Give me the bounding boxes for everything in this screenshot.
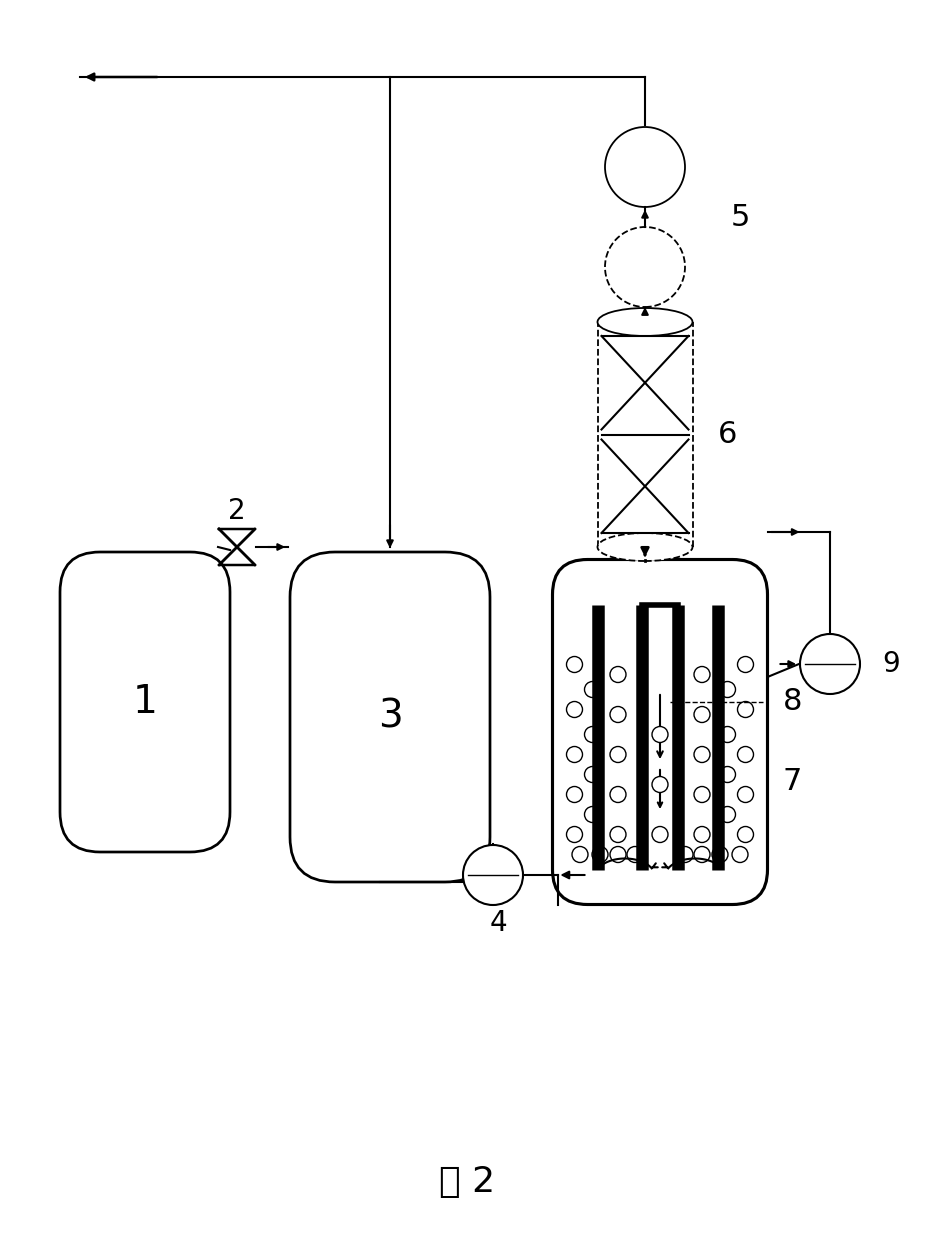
Circle shape <box>694 847 710 862</box>
Circle shape <box>800 633 860 694</box>
Text: 5: 5 <box>730 202 750 231</box>
Circle shape <box>572 847 588 862</box>
Circle shape <box>720 682 736 698</box>
FancyBboxPatch shape <box>290 551 490 882</box>
Circle shape <box>567 702 583 718</box>
Circle shape <box>605 127 685 207</box>
Text: 7: 7 <box>783 768 802 796</box>
Ellipse shape <box>597 308 693 337</box>
Circle shape <box>712 847 728 862</box>
Text: 3: 3 <box>378 698 402 737</box>
Circle shape <box>694 746 710 763</box>
Circle shape <box>652 826 668 842</box>
Text: 9: 9 <box>882 650 899 678</box>
Circle shape <box>694 826 710 842</box>
Circle shape <box>652 727 668 743</box>
FancyBboxPatch shape <box>553 559 768 904</box>
Circle shape <box>720 766 736 782</box>
Circle shape <box>738 746 754 763</box>
Circle shape <box>694 786 710 802</box>
Circle shape <box>610 826 626 842</box>
Circle shape <box>738 657 754 672</box>
Circle shape <box>677 847 693 862</box>
Circle shape <box>610 847 626 862</box>
Circle shape <box>584 806 600 822</box>
Text: 1: 1 <box>133 683 157 722</box>
Circle shape <box>584 682 600 698</box>
FancyBboxPatch shape <box>60 551 230 852</box>
Circle shape <box>610 746 626 763</box>
Circle shape <box>567 786 583 802</box>
Text: 2: 2 <box>228 497 246 525</box>
Circle shape <box>584 727 600 743</box>
Circle shape <box>605 227 685 307</box>
Circle shape <box>567 746 583 763</box>
Circle shape <box>652 776 668 792</box>
Circle shape <box>610 786 626 802</box>
Circle shape <box>610 707 626 723</box>
Text: 6: 6 <box>718 420 737 450</box>
Text: 4: 4 <box>489 909 507 936</box>
Circle shape <box>610 667 626 683</box>
Circle shape <box>584 766 600 782</box>
Ellipse shape <box>597 533 693 561</box>
Text: 图 2: 图 2 <box>439 1165 495 1199</box>
Text: 8: 8 <box>783 688 802 717</box>
Circle shape <box>738 786 754 802</box>
Circle shape <box>720 727 736 743</box>
Circle shape <box>738 702 754 718</box>
Circle shape <box>694 667 710 683</box>
Circle shape <box>567 826 583 842</box>
Circle shape <box>592 847 608 862</box>
Circle shape <box>627 847 643 862</box>
Circle shape <box>738 826 754 842</box>
Circle shape <box>567 657 583 672</box>
Circle shape <box>720 806 736 822</box>
Circle shape <box>694 707 710 723</box>
Circle shape <box>732 847 748 862</box>
Circle shape <box>463 845 523 905</box>
